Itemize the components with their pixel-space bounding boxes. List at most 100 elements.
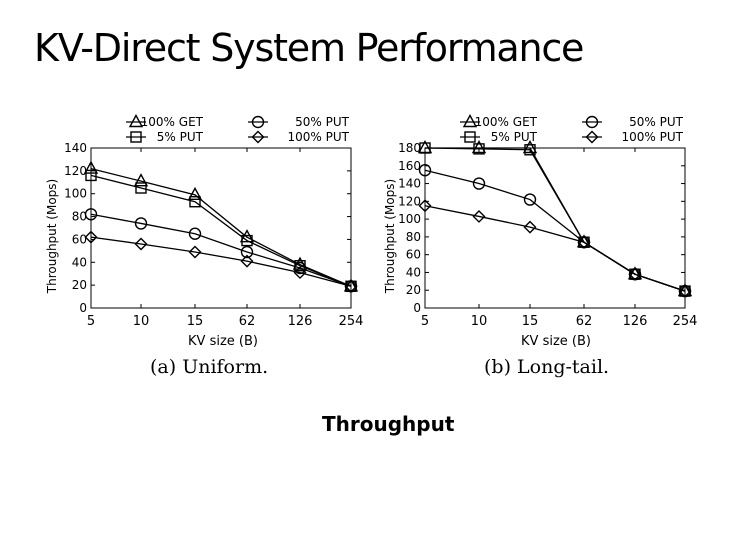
data-point <box>418 164 432 177</box>
series-line-100-put <box>424 205 686 292</box>
data-point <box>293 266 307 280</box>
data-point <box>472 209 486 223</box>
chart-legend: 100% GET 50% PUT 5% PUT 100% PUT <box>126 114 350 144</box>
data-point <box>83 160 99 174</box>
data-point <box>240 254 254 268</box>
data-point <box>523 193 537 206</box>
plot-area: 0 20 40 60 80 100 120 140 160 180 5 10 15 62 126 254 <box>398 140 698 329</box>
legend-diamond-icon <box>585 130 599 144</box>
y-tick-label: 40 <box>406 265 421 279</box>
chart-uniform: 100% GET 50% PUT 5% PUT 100% PUT 0 20 40 60 80 1… <box>45 114 363 349</box>
data-point <box>471 140 487 154</box>
y-tick-label: 20 <box>406 283 421 297</box>
legend-diamond-icon <box>251 130 265 144</box>
x-tick-label: 254 <box>673 314 698 329</box>
chart-caption-uniform: (a) Uniform. <box>150 356 269 378</box>
y-tick-label: 80 <box>406 230 421 244</box>
y-tick-label: 140 <box>64 141 87 155</box>
legend-square-icon <box>464 131 476 143</box>
x-tick-label: 254 <box>339 314 364 329</box>
y-tick-label: 60 <box>406 248 421 262</box>
x-tick-label: 62 <box>576 314 593 329</box>
y-tick-label: 160 <box>398 159 421 173</box>
series-line-50-put <box>90 213 352 287</box>
data-point <box>133 173 149 187</box>
x-axis-label: KV size (B) <box>188 334 258 349</box>
data-point <box>418 199 432 213</box>
y-tick-label: 0 <box>79 301 87 315</box>
data-point <box>523 220 537 234</box>
series-line-100-put <box>90 236 352 287</box>
y-tick-label: 100 <box>398 212 421 226</box>
data-point <box>85 169 97 182</box>
y-tick-label: 120 <box>64 164 87 178</box>
legend-label: 5% PUT <box>491 130 538 144</box>
legend-label: 100% PUT <box>622 130 684 144</box>
data-point <box>419 142 431 154</box>
x-tick-label: 126 <box>623 314 648 329</box>
legend-label: 50% PUT <box>629 115 684 129</box>
data-point <box>134 237 148 251</box>
plot-area: 0 20 40 60 80 100 120 140 5 10 15 62 126 254 <box>64 141 363 329</box>
data-point <box>188 227 202 240</box>
x-tick-label: 5 <box>87 314 95 329</box>
slide-title: KV-Direct System Performance <box>34 26 584 70</box>
data-point <box>187 186 203 201</box>
chart-caption-long-tail: (b) Long-tail. <box>484 356 610 378</box>
data-point <box>294 260 306 272</box>
legend-label: 5% PUT <box>157 130 204 144</box>
series-line-100-get <box>90 167 352 287</box>
legend-label: 100% GET <box>475 115 538 129</box>
data-point <box>134 217 148 230</box>
y-tick-label: 40 <box>72 255 87 269</box>
data-point <box>473 143 485 155</box>
data-point <box>628 267 642 281</box>
x-axis-label: KV size (B) <box>521 334 591 349</box>
y-tick-label: 180 <box>398 141 421 155</box>
data-point <box>84 208 98 221</box>
y-axis-label: Throughput (Mops) <box>383 179 397 294</box>
data-point <box>344 279 358 293</box>
slide-subtitle: Throughput <box>322 412 455 436</box>
data-point <box>472 177 486 190</box>
x-tick-label: 62 <box>239 314 256 329</box>
y-tick-label: 60 <box>72 232 87 246</box>
legend-label: 100% PUT <box>288 130 350 144</box>
y-tick-label: 140 <box>398 177 421 191</box>
legend-label: 100% GET <box>141 115 204 129</box>
data-point <box>678 284 692 298</box>
series-line-5-put <box>90 174 352 287</box>
data-point <box>135 182 147 194</box>
data-point <box>577 235 591 249</box>
x-tick-label: 15 <box>522 314 539 329</box>
x-tick-label: 10 <box>133 314 150 329</box>
y-tick-label: 80 <box>72 210 87 224</box>
chart-legend: 100% GET 50% PUT 5% PUT 100% PUT <box>460 114 684 144</box>
x-tick-label: 15 <box>187 314 204 329</box>
plot-frame <box>424 147 686 309</box>
y-tick-label: 0 <box>413 301 421 315</box>
data-point <box>524 144 536 156</box>
x-tick-label: 126 <box>288 314 313 329</box>
legend-triangle-icon <box>128 114 144 128</box>
y-tick-label: 100 <box>64 187 87 201</box>
chart-long-tail: 100% GET 50% PUT 5% PUT 100% PUT 0 20 40 60 80 1… <box>383 114 698 349</box>
data-point <box>522 140 538 154</box>
legend-triangle-icon <box>462 114 478 128</box>
y-tick-label: 120 <box>398 194 421 208</box>
data-point <box>189 196 201 208</box>
legend-square-icon <box>130 131 142 143</box>
data-point <box>188 245 202 259</box>
y-axis-label: Throughput (Mops) <box>45 179 59 294</box>
y-tick-label: 20 <box>72 278 87 292</box>
legend-circle-icon <box>251 115 265 129</box>
data-point <box>240 245 254 259</box>
legend-circle-icon <box>585 115 599 129</box>
legend-label: 50% PUT <box>295 115 350 129</box>
series-line-50-put <box>424 169 686 292</box>
data-point <box>241 234 253 247</box>
data-point <box>84 230 98 244</box>
x-tick-label: 5 <box>421 314 429 329</box>
plot-frame <box>90 147 352 309</box>
x-tick-label: 10 <box>471 314 488 329</box>
